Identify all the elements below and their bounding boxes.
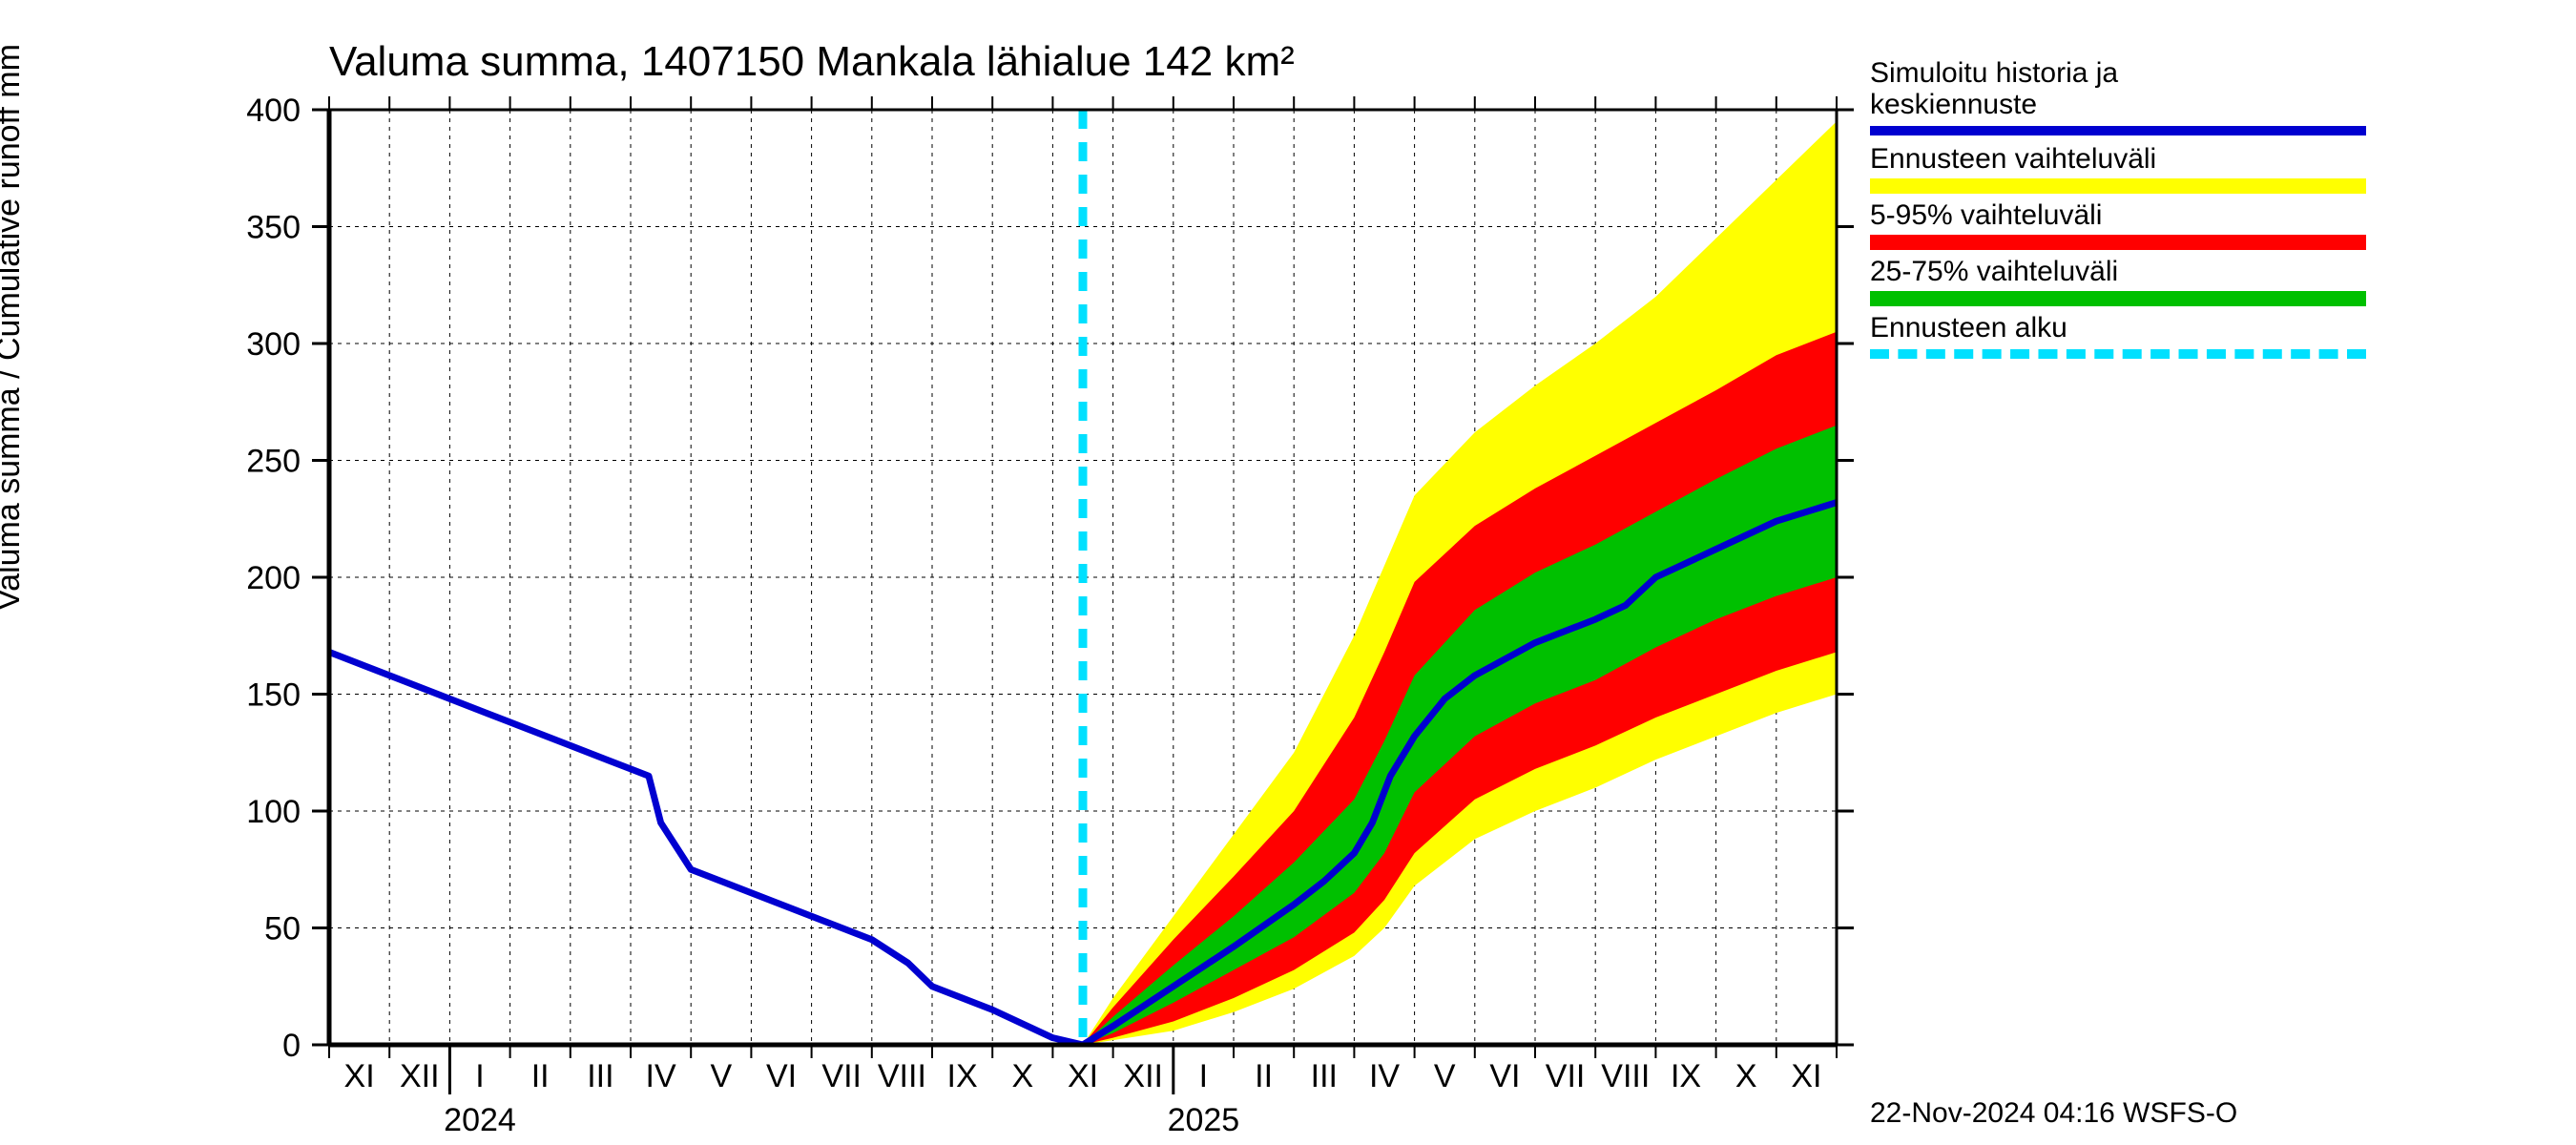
svg-text:VII: VII <box>821 1058 862 1094</box>
legend-swatch <box>1870 178 2366 194</box>
svg-text:2024: 2024 <box>444 1102 516 1138</box>
legend-line <box>1870 126 2366 135</box>
svg-text:0: 0 <box>282 1028 301 1064</box>
legend-item: Ennusteen vaihteluväli <box>1870 143 2366 194</box>
svg-text:200: 200 <box>246 560 301 596</box>
svg-text:100: 100 <box>246 794 301 830</box>
svg-text:IV: IV <box>646 1058 676 1094</box>
svg-text:XII: XII <box>400 1058 440 1094</box>
legend-dashline <box>1870 349 2366 359</box>
svg-text:III: III <box>1311 1058 1338 1094</box>
svg-text:VI: VI <box>766 1058 797 1094</box>
svg-text:2025: 2025 <box>1168 1102 1240 1138</box>
svg-text:I: I <box>475 1058 484 1094</box>
svg-text:X: X <box>1735 1058 1757 1094</box>
legend-label: Ennusteen alku <box>1870 312 2366 344</box>
legend-swatch <box>1870 235 2366 250</box>
chart-title: Valuma summa, 1407150 Mankala lähialue 1… <box>329 38 1295 86</box>
legend-item: 25-75% vaihteluväli <box>1870 256 2366 306</box>
legend-item: 5-95% vaihteluväli <box>1870 199 2366 250</box>
svg-text:VIII: VIII <box>878 1058 926 1094</box>
y-axis-label: Valuma summa / Cumulative runoff mm <box>0 44 28 611</box>
svg-text:XII: XII <box>1123 1058 1163 1094</box>
svg-text:IX: IX <box>1671 1058 1701 1094</box>
svg-text:VI: VI <box>1489 1058 1520 1094</box>
svg-text:300: 300 <box>246 326 301 363</box>
legend-label: 25-75% vaihteluväli <box>1870 256 2366 287</box>
svg-text:II: II <box>1255 1058 1273 1094</box>
legend-label: Ennusteen vaihteluväli <box>1870 143 2366 175</box>
svg-text:350: 350 <box>246 210 301 246</box>
svg-text:VII: VII <box>1546 1058 1586 1094</box>
legend-item: Simuloitu historia ja keskiennuste <box>1870 57 2366 135</box>
svg-text:50: 50 <box>264 911 301 947</box>
svg-text:XI: XI <box>1791 1058 1821 1094</box>
chart-container: Valuma summa, 1407150 Mankala lähialue 1… <box>0 0 2576 1145</box>
svg-text:V: V <box>710 1058 732 1094</box>
svg-text:X: X <box>1011 1058 1033 1094</box>
svg-text:V: V <box>1434 1058 1456 1094</box>
legend: Simuloitu historia ja keskiennuste Ennust… <box>1870 57 2366 366</box>
legend-label: 5-95% vaihteluväli <box>1870 199 2366 231</box>
svg-text:IV: IV <box>1369 1058 1400 1094</box>
svg-text:400: 400 <box>246 93 301 129</box>
chart-footer: 22-Nov-2024 04:16 WSFS-O <box>1870 1097 2237 1130</box>
svg-text:XI: XI <box>1068 1058 1098 1094</box>
legend-item: Ennusteen alku <box>1870 312 2366 359</box>
svg-text:VIII: VIII <box>1601 1058 1650 1094</box>
svg-text:I: I <box>1199 1058 1208 1094</box>
svg-text:III: III <box>587 1058 613 1094</box>
svg-text:II: II <box>531 1058 550 1094</box>
svg-text:150: 150 <box>246 677 301 714</box>
legend-swatch <box>1870 291 2366 306</box>
svg-text:250: 250 <box>246 444 301 480</box>
svg-text:XI: XI <box>344 1058 375 1094</box>
legend-label: Simuloitu historia ja keskiennuste <box>1870 57 2366 120</box>
svg-text:IX: IX <box>947 1058 978 1094</box>
